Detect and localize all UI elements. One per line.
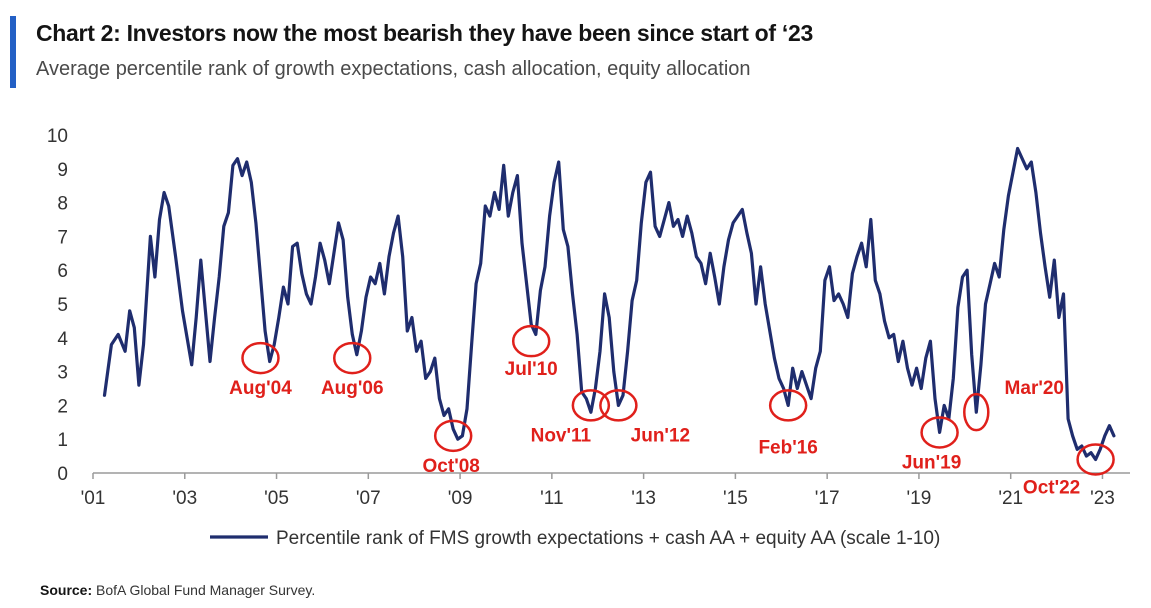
annotation-circle bbox=[963, 392, 990, 432]
y-tick-label: 6 bbox=[57, 261, 68, 282]
annotation-label: Jun'19 bbox=[902, 452, 961, 473]
legend: Percentile rank of FMS growth expectatio… bbox=[210, 528, 940, 549]
y-tick-label: 2 bbox=[57, 396, 68, 417]
x-tick-label: '03 bbox=[172, 488, 197, 509]
annotation-circle bbox=[571, 389, 611, 422]
annotation-label: Oct'22 bbox=[1023, 477, 1080, 498]
x-tick-label: '05 bbox=[264, 488, 289, 509]
x-axis: '01 '03 '05 '07 '09 '11 '13 '15 '17 '19 '21 '23 bbox=[81, 472, 1130, 509]
x-tick-label: '19 bbox=[907, 488, 932, 509]
x-tick-label: '17 bbox=[815, 488, 840, 509]
annotation-circle bbox=[1076, 443, 1115, 476]
annotation-circle bbox=[920, 416, 959, 449]
y-tick-label: 10 bbox=[47, 126, 68, 147]
y-axis: 0 1 2 3 4 5 6 7 8 9 10 bbox=[47, 126, 69, 485]
y-tick-label: 7 bbox=[57, 227, 68, 248]
annotation-label: Feb'16 bbox=[758, 437, 817, 458]
source-text: BofA Global Fund Manager Survey. bbox=[96, 582, 316, 598]
annotation-circle bbox=[511, 324, 551, 358]
annotations-group: Aug'04 Aug'06 Oct'08 Jul'10 Nov'11 Jun'12 Feb'… bbox=[229, 324, 1115, 498]
x-tick-label: '13 bbox=[631, 488, 656, 509]
y-tick-label: 5 bbox=[57, 295, 68, 316]
annotation-circle bbox=[768, 389, 808, 422]
title-accent-bar bbox=[10, 16, 16, 88]
series-line bbox=[102, 146, 1116, 462]
source-note: Source: BofA Global Fund Manager Survey. bbox=[40, 582, 315, 598]
x-tick-label: '07 bbox=[356, 488, 381, 509]
source-label: Source: bbox=[40, 582, 93, 598]
annotation-label: Jun'12 bbox=[631, 425, 690, 446]
annotation-circle bbox=[599, 389, 638, 422]
y-tick-label: 0 bbox=[57, 464, 68, 485]
annotation-label: Nov'11 bbox=[531, 425, 592, 446]
y-tick-label: 1 bbox=[57, 430, 68, 451]
annotation-label: Jul'10 bbox=[505, 359, 558, 380]
chart-subtitle: Average percentile rank of growth expect… bbox=[36, 58, 751, 80]
annotation-label: Oct'08 bbox=[423, 456, 480, 477]
annotation-label: Mar'20 bbox=[1005, 378, 1064, 399]
chart-title: Chart 2: Investors now the most bearish … bbox=[36, 20, 813, 46]
x-tick-label: '09 bbox=[448, 488, 473, 509]
x-tick-label: '23 bbox=[1090, 488, 1115, 509]
legend-label: Percentile rank of FMS growth expectatio… bbox=[276, 528, 940, 549]
x-tick-label: '01 bbox=[81, 488, 106, 509]
x-tick-label: '21 bbox=[998, 488, 1023, 509]
annotation-circle bbox=[241, 341, 280, 375]
series-group bbox=[102, 146, 1116, 462]
x-tick-label: '15 bbox=[723, 488, 748, 509]
y-tick-label: 8 bbox=[57, 194, 68, 215]
annotation-label: Aug'04 bbox=[229, 378, 292, 399]
annotation-label: Aug'06 bbox=[321, 378, 384, 399]
annotation-circle bbox=[333, 341, 372, 375]
line-chart: 0 1 2 3 4 5 6 7 8 9 10 '01 '03 '05 '07 '09 '11 '13 '15 '17… bbox=[47, 126, 1130, 549]
y-tick-label: 3 bbox=[57, 363, 68, 384]
x-tick-label: '11 bbox=[540, 488, 563, 509]
annotation-circle bbox=[433, 419, 473, 453]
y-tick-label: 9 bbox=[57, 160, 68, 181]
y-tick-label: 4 bbox=[57, 329, 68, 350]
